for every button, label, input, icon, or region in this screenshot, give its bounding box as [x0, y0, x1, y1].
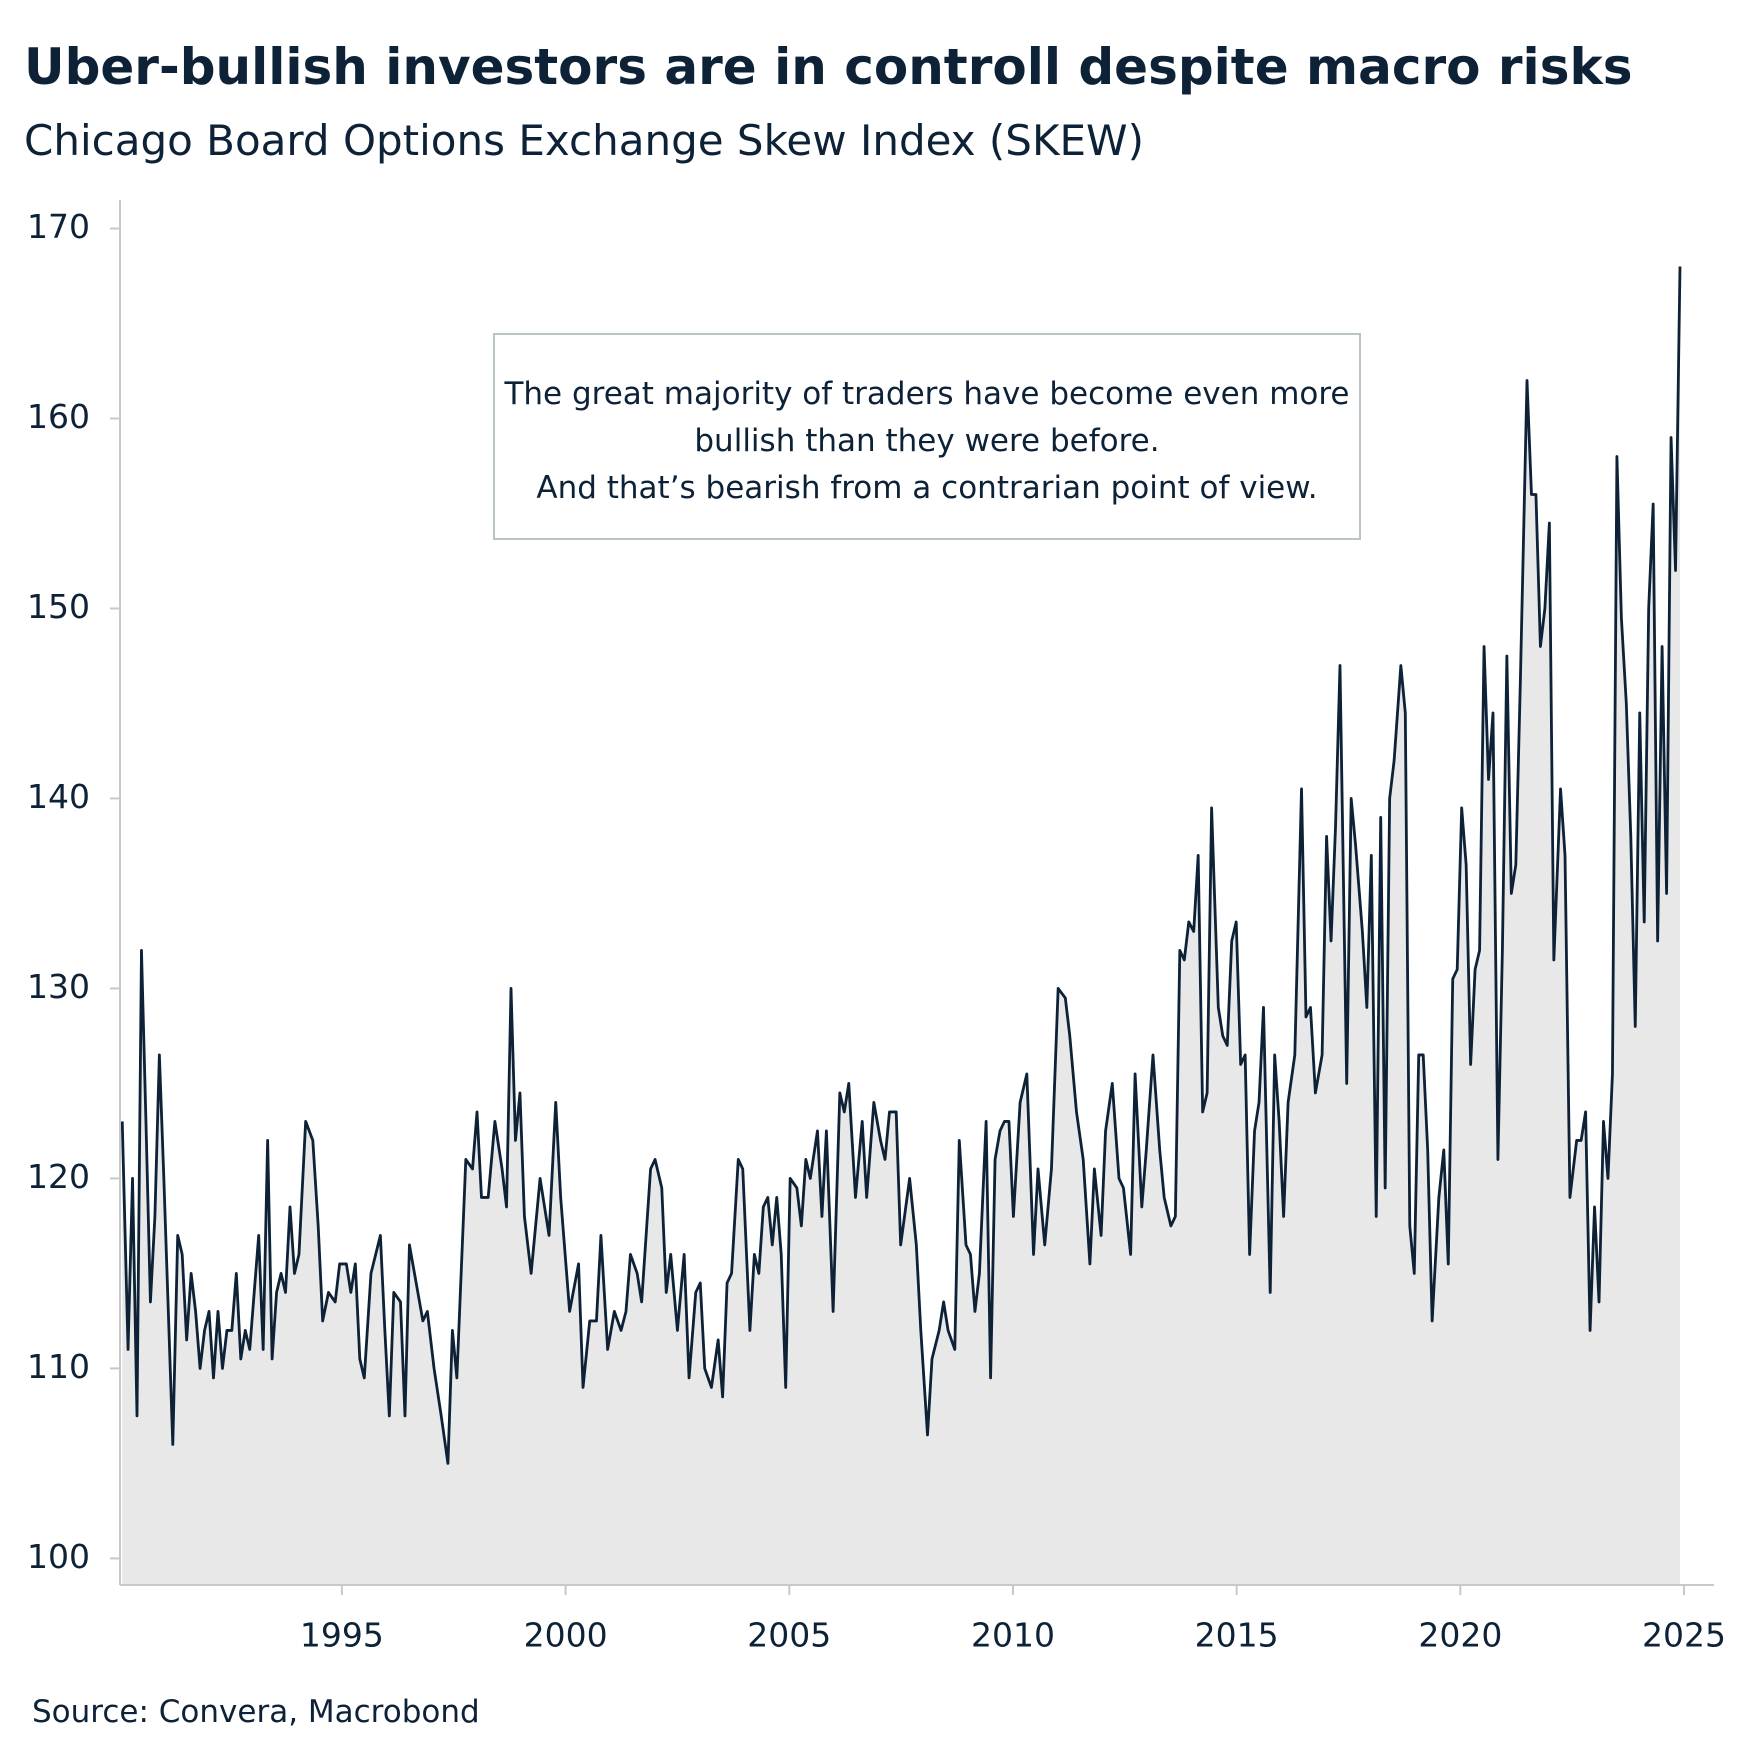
x-tick-label: 2005 — [747, 1616, 831, 1655]
annotation-line: And that’s bearish from a contrarian poi… — [536, 470, 1317, 506]
annotation-box — [493, 333, 1361, 540]
x-tick-label: 2015 — [1195, 1616, 1279, 1655]
y-tick-label: 170 — [27, 207, 90, 246]
y-tick-label: 120 — [27, 1157, 90, 1196]
chart-title: Uber-bullish investors are in controll d… — [24, 38, 1632, 96]
x-tick-label: 2000 — [524, 1616, 608, 1655]
chart-subtitle: Chicago Board Options Exchange Skew Inde… — [24, 116, 1144, 165]
x-tick-label: 1995 — [300, 1616, 384, 1655]
y-tick-label: 150 — [27, 587, 90, 626]
y-tick-label: 140 — [27, 777, 90, 816]
area-fill — [122, 266, 1681, 1585]
y-tick-label: 110 — [27, 1347, 90, 1386]
source: Source: Convera, Macrobond — [32, 1694, 480, 1730]
y-tick-label: 100 — [27, 1537, 90, 1576]
x-tick-label: 2010 — [971, 1616, 1055, 1655]
data-line — [120, 266, 1682, 1465]
x-tick-label: 2025 — [1642, 1616, 1726, 1655]
y-tick-label: 130 — [27, 967, 90, 1006]
plot-area: 100 110 120 130 140 150 160 170 1995 2000 2005 2010… — [27, 200, 1726, 1655]
annotation-line: bullish than they were before. — [694, 423, 1159, 459]
annotation-line: The great majority of traders have becom… — [503, 376, 1349, 412]
x-tick-label: 2020 — [1418, 1616, 1502, 1655]
y-tick-label: 160 — [27, 397, 90, 436]
